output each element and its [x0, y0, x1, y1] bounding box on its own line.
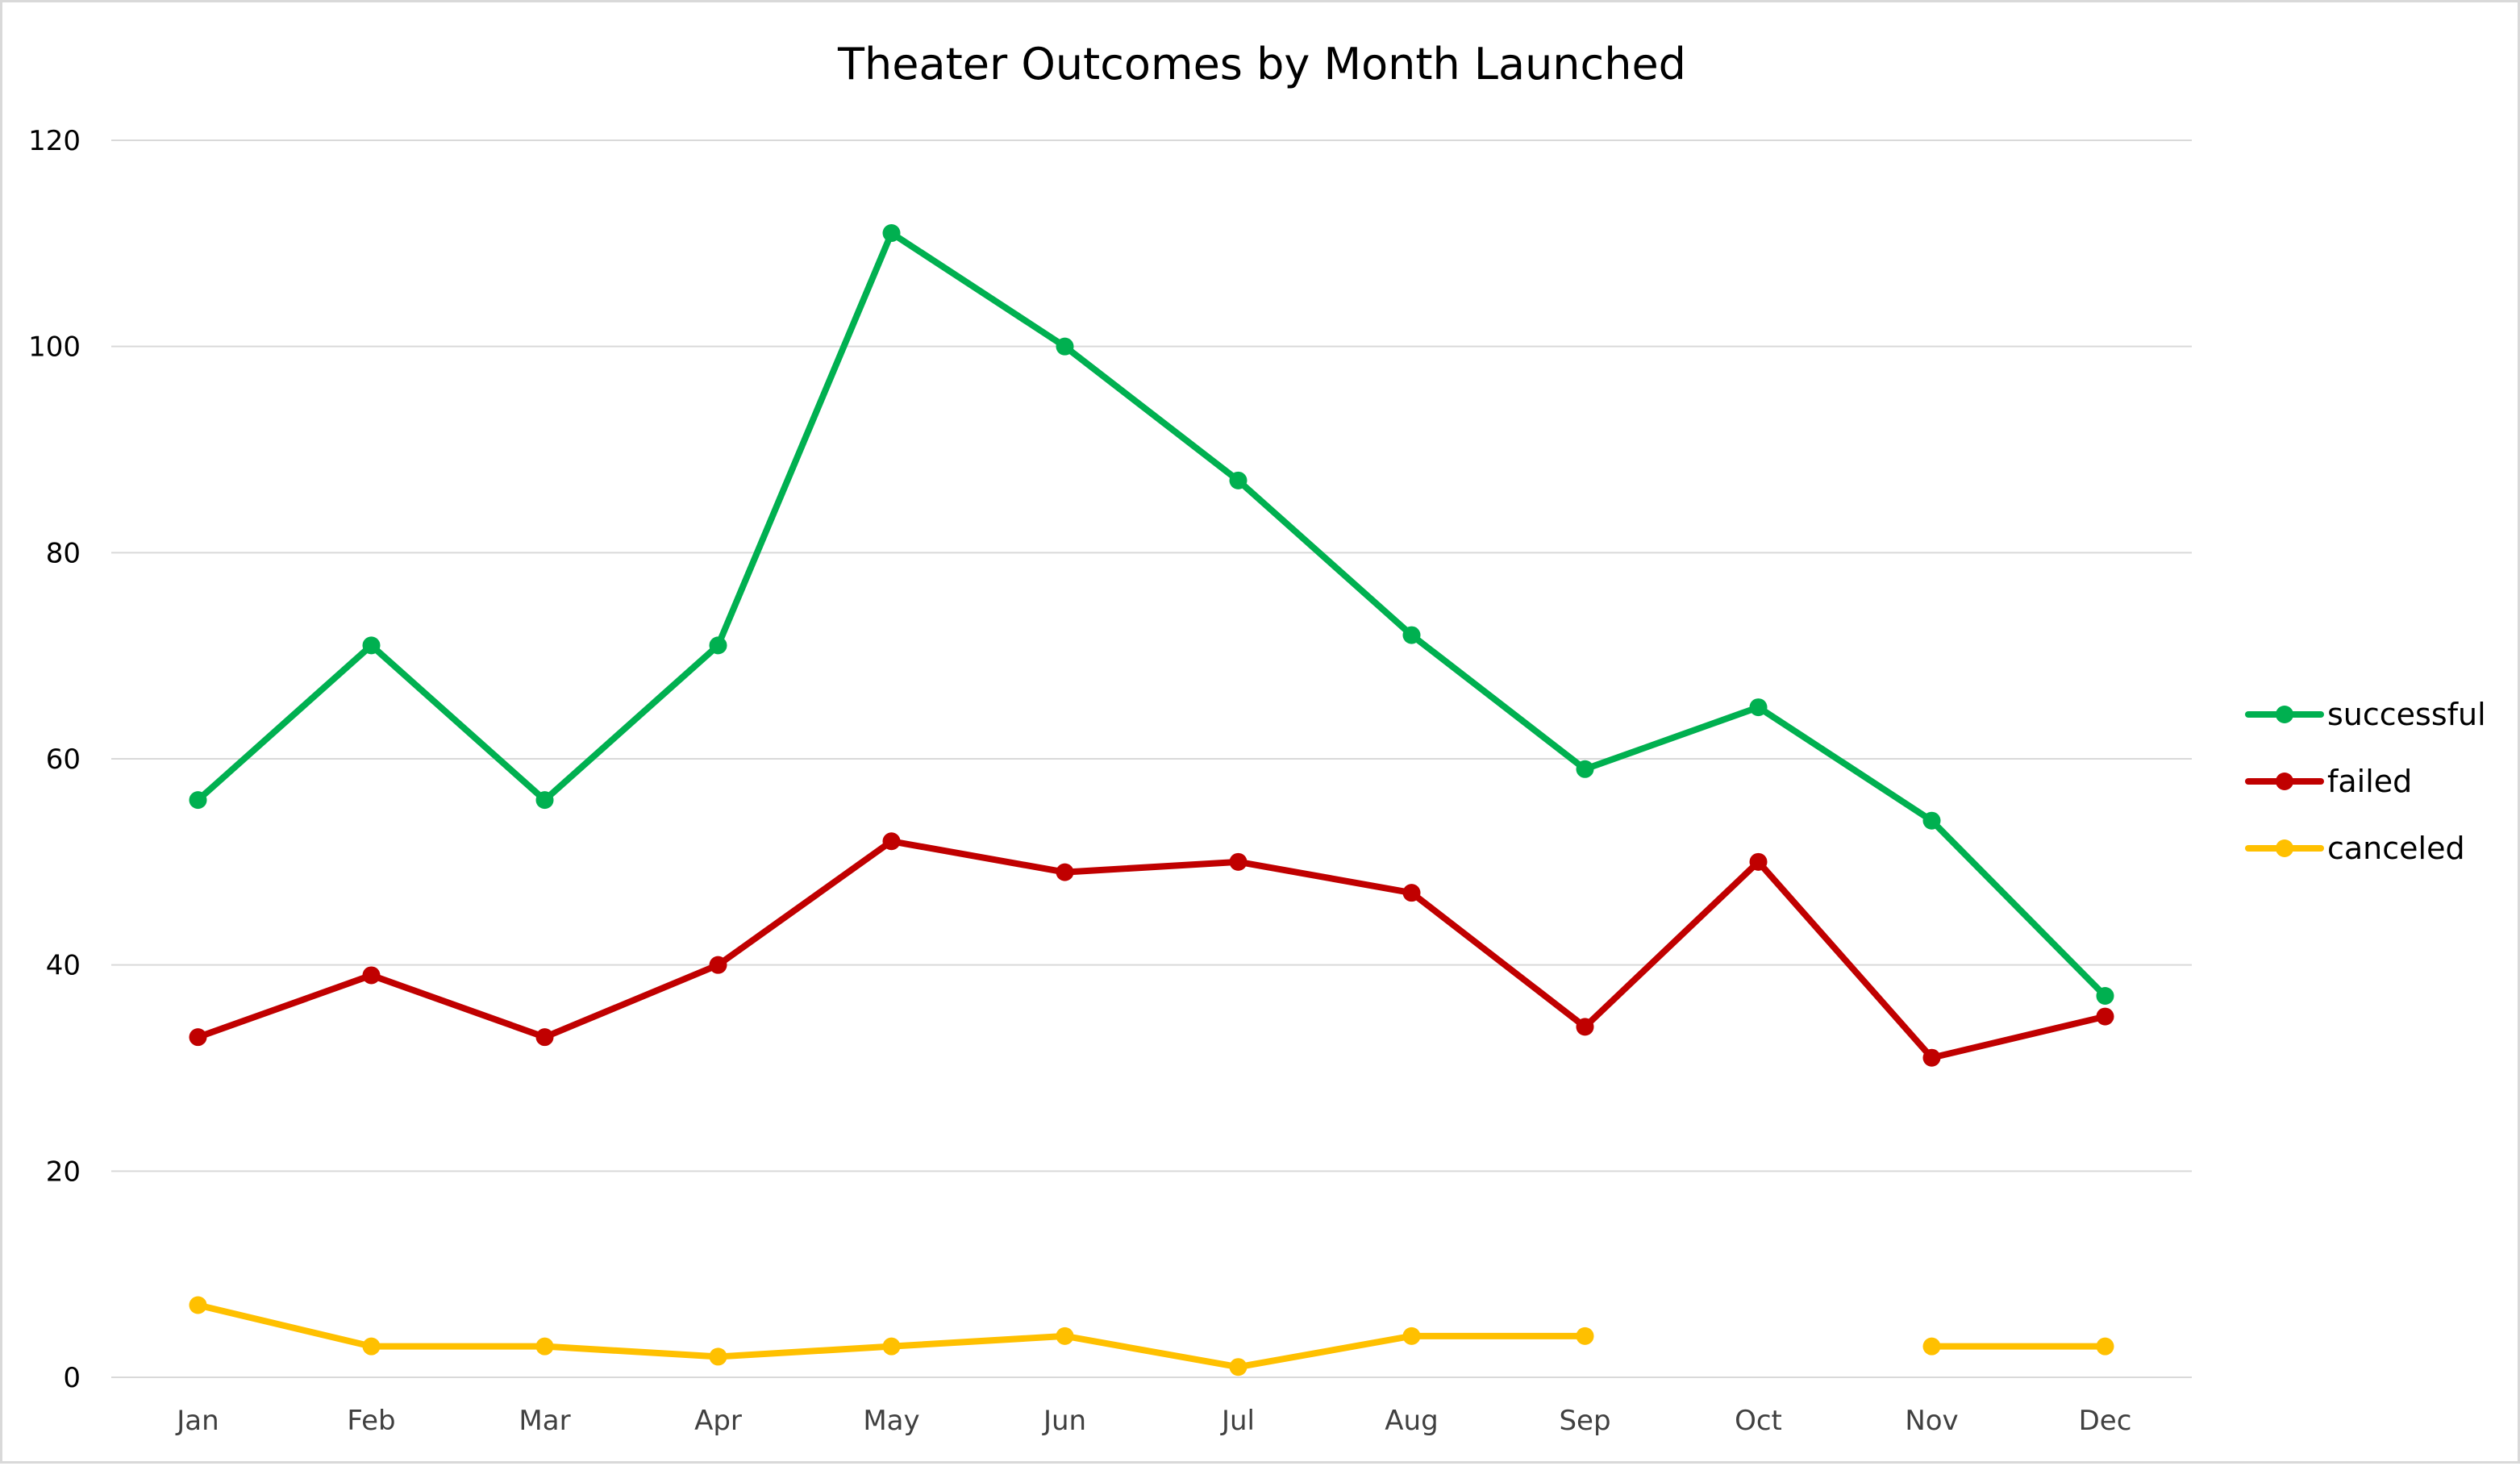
x-tick-label-nov: Nov [1905, 1405, 1958, 1437]
data-point-canceled-jul [1229, 1358, 1248, 1376]
data-point-failed-dec [2096, 1007, 2114, 1026]
x-tick-label-feb: Feb [347, 1405, 395, 1437]
series-canceled [189, 1296, 2114, 1376]
data-point-successful-oct [1749, 698, 1768, 717]
legend-item-failed: failed [2245, 764, 2412, 799]
x-tick-label-apr: Apr [694, 1405, 742, 1437]
x-tick-label-sep: Sep [1559, 1405, 1610, 1437]
x-tick-label-aug: Aug [1385, 1405, 1438, 1437]
data-point-canceled-dec [2096, 1337, 2114, 1356]
data-point-successful-nov [1922, 811, 1941, 830]
data-point-successful-feb [362, 636, 381, 655]
series-line-failed [194, 838, 2109, 1061]
data-point-canceled-aug [1402, 1326, 1421, 1345]
y-tick-label: 120 [28, 125, 81, 157]
data-point-canceled-jun [1056, 1326, 1074, 1345]
data-point-failed-aug [1402, 884, 1421, 902]
x-tick-label-jul: Jul [1220, 1405, 1255, 1437]
data-point-successful-jan [189, 791, 207, 810]
data-point-failed-jan [189, 1028, 207, 1047]
series-line-canceled [194, 1301, 2109, 1371]
data-point-canceled-apr [709, 1347, 727, 1366]
y-axis-ticks: 0 20 40 60 80 100 120 [28, 125, 81, 1394]
y-tick-label: 100 [28, 331, 81, 364]
series-successful [189, 224, 2114, 1006]
data-point-successful-sep [1576, 760, 1594, 778]
data-point-failed-may [882, 832, 901, 851]
data-point-canceled-feb [362, 1337, 381, 1356]
legend-item-successful: successful [2245, 697, 2486, 732]
x-tick-label-mar: Mar [519, 1405, 570, 1437]
data-point-canceled-sep [1576, 1326, 1594, 1345]
y-tick-label: 0 [63, 1362, 81, 1394]
data-point-failed-mar [535, 1028, 554, 1047]
data-point-failed-nov [1922, 1048, 1941, 1067]
data-point-successful-aug [1402, 626, 1421, 644]
y-tick-label: 80 [46, 537, 81, 569]
x-tick-label-oct: Oct [1735, 1405, 1782, 1437]
data-point-successful-dec [2096, 987, 2114, 1006]
legend: successful failed canceled [2245, 697, 2486, 866]
x-axis-ticks: Jan Feb Mar Apr May Jun Jul Aug Sep Oct Nov Dec [175, 1405, 2131, 1437]
y-tick-label: 20 [46, 1156, 81, 1188]
data-point-failed-feb [362, 966, 381, 985]
x-tick-label-dec: Dec [2079, 1405, 2132, 1437]
data-point-successful-apr [709, 636, 727, 655]
legend-label-canceled: canceled [2327, 831, 2465, 866]
y-tick-label: 60 [46, 743, 81, 776]
data-point-successful-mar [535, 791, 554, 810]
series-group [189, 224, 2114, 1376]
legend-label-successful: successful [2327, 697, 2486, 732]
x-tick-label-may: May [863, 1405, 919, 1437]
legend-item-canceled: canceled [2245, 831, 2465, 866]
data-point-failed-sep [1576, 1018, 1594, 1036]
data-point-failed-apr [709, 956, 727, 974]
legend-label-failed: failed [2327, 764, 2412, 799]
data-point-canceled-may [882, 1337, 901, 1356]
data-point-canceled-nov [1922, 1337, 1941, 1356]
data-point-successful-jul [1229, 471, 1248, 489]
data-point-failed-jul [1229, 852, 1248, 871]
data-point-canceled-mar [535, 1337, 554, 1356]
data-point-successful-jun [1056, 337, 1074, 356]
data-point-failed-jun [1056, 863, 1074, 881]
legend-swatch-marker-canceled [2276, 839, 2293, 857]
data-point-canceled-jan [189, 1296, 207, 1314]
chart-title: Theater Outcomes by Month Launched [837, 39, 1686, 90]
gridlines [111, 140, 2192, 1378]
y-tick-label: 40 [46, 950, 81, 982]
x-tick-label-jun: Jun [1042, 1405, 1086, 1437]
legend-swatch-marker-failed [2276, 773, 2293, 790]
series-failed [189, 832, 2114, 1067]
data-point-successful-may [882, 224, 901, 243]
data-point-failed-oct [1749, 852, 1768, 871]
legend-swatch-marker-successful [2276, 706, 2293, 723]
x-tick-label-jan: Jan [175, 1405, 219, 1437]
series-line-successful [194, 230, 2109, 1000]
